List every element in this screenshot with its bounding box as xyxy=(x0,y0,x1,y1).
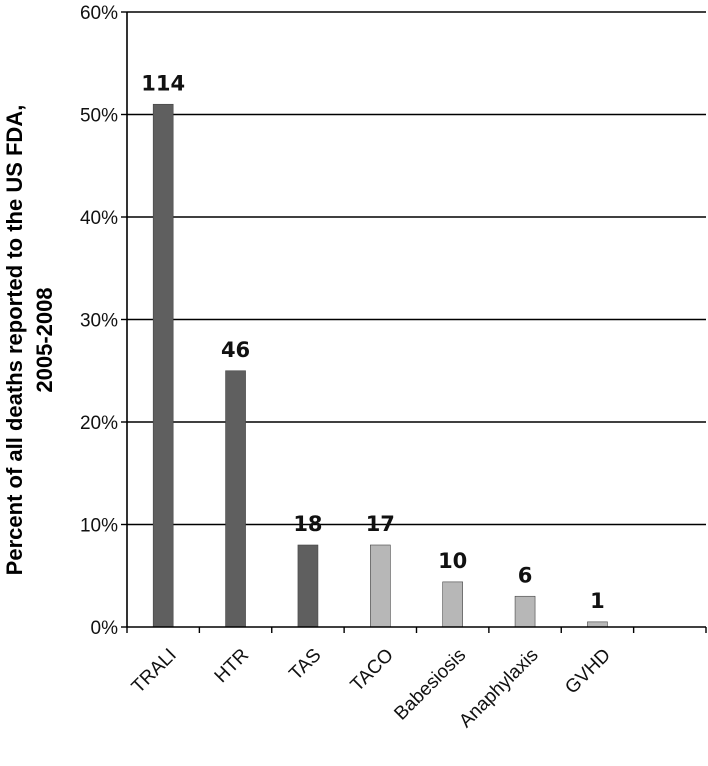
y-tick-label: 0% xyxy=(91,618,119,639)
data-label: 17 xyxy=(366,512,395,536)
data-label: 10 xyxy=(438,549,467,573)
bar xyxy=(370,544,391,628)
y-axis-label-line-2: 2005-2008 xyxy=(32,287,57,392)
data-label: 46 xyxy=(221,338,250,362)
data-label: 6 xyxy=(518,563,533,587)
data-labels: 114 46 18 17 10 6 1 xyxy=(141,71,604,613)
bar xyxy=(514,595,536,628)
x-category-label: GVHD xyxy=(561,645,615,699)
x-category-label: TACO xyxy=(347,645,398,696)
data-label: 1 xyxy=(590,589,605,613)
y-axis-label: Percent of all deaths reported to the US… xyxy=(2,105,57,576)
x-category-label: TAS xyxy=(285,645,325,685)
y-tick-label: 20% xyxy=(80,413,118,434)
y-tick-label: 30% xyxy=(80,311,118,332)
y-tick-label: 40% xyxy=(80,208,118,229)
data-label: 18 xyxy=(293,512,322,536)
bar xyxy=(297,544,319,628)
data-label: 114 xyxy=(141,71,185,95)
gridlines xyxy=(127,11,706,526)
axes xyxy=(126,12,707,633)
y-tick-label: 50% xyxy=(80,106,118,127)
bar xyxy=(152,103,174,628)
y-tick-label: 60% xyxy=(80,3,118,24)
x-category-label: TRALI xyxy=(128,645,181,698)
bar xyxy=(225,370,246,628)
y-tick-label: 10% xyxy=(80,516,118,537)
x-category-label: HTR xyxy=(211,645,253,687)
bars xyxy=(152,103,608,628)
y-axis-ticks: 0% 10% 20% 30% 40% 50% 60% xyxy=(80,3,127,639)
bar xyxy=(442,581,463,628)
y-axis-label-line-1: Percent of all deaths reported to the US… xyxy=(2,105,27,576)
x-category-label: Babesiosis xyxy=(390,645,470,725)
